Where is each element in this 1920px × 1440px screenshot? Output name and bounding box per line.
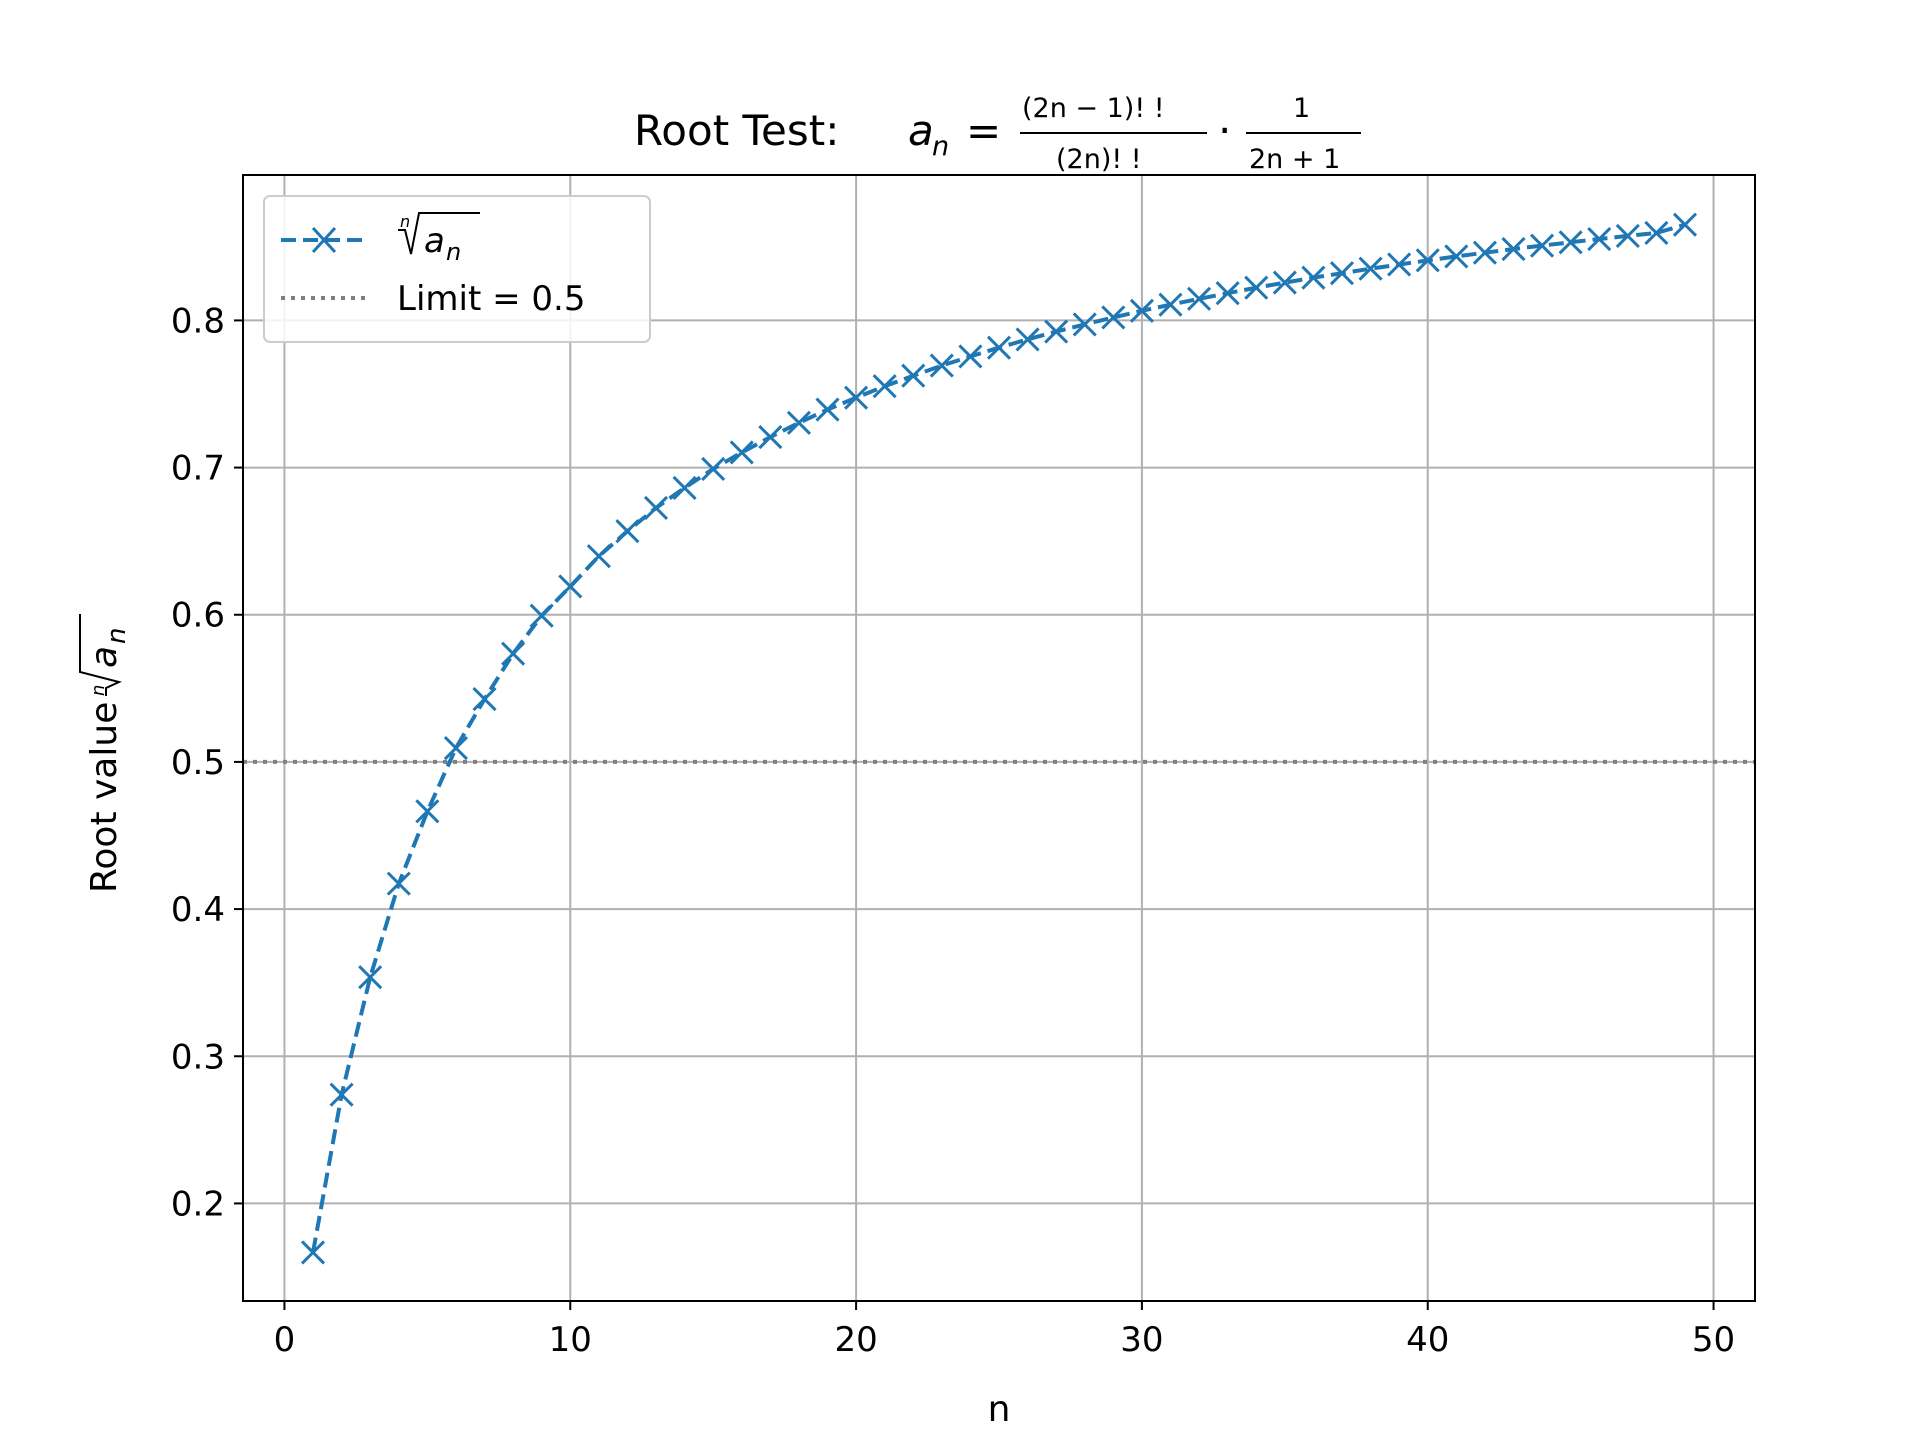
data-point-marker [1472, 240, 1497, 265]
data-point-marker [300, 1240, 326, 1265]
data-point-marker [986, 335, 1012, 360]
legend-series-root-index: n [400, 212, 410, 231]
legend-entry-series: n a n [281, 212, 480, 266]
data-point-marker [1187, 286, 1212, 311]
data-point-marker [901, 363, 926, 388]
data-point-marker [586, 544, 611, 569]
data-point-marker [615, 519, 640, 544]
data-point-marker [643, 495, 669, 520]
data-point-marker [1387, 252, 1412, 277]
title-frac1-numerator: (2n − 1)! ! [1022, 93, 1165, 124]
legend-series-radicand: a [424, 221, 445, 261]
data-point-marker [1444, 244, 1469, 269]
data-point-marker [1072, 312, 1097, 337]
data-point-marker [729, 440, 754, 465]
data-point-marker [1358, 256, 1383, 281]
y-axis-label: Root value n a n [79, 614, 132, 893]
y-tick-label: 0.4 [171, 890, 225, 930]
data-point-marker [786, 410, 811, 435]
title-dot: · [1218, 106, 1231, 155]
data-point-marker [701, 456, 726, 481]
legend-limit-label: Limit = 0.5 [397, 279, 585, 319]
title-equals: = [966, 106, 1001, 155]
x-tick-label: 40 [1406, 1320, 1449, 1360]
data-point-marker [1158, 292, 1183, 317]
legend-entry-limit: Limit = 0.5 [281, 279, 585, 319]
y-tick-label: 0.8 [171, 301, 225, 341]
data-point-marker [386, 871, 411, 896]
data-point-marker [1529, 233, 1555, 258]
data-point-marker [1301, 265, 1326, 290]
legend-series-marker-sample [311, 226, 337, 254]
axes-frame [242, 174, 1756, 1302]
y-axis-label-radical-sign [79, 614, 122, 696]
data-point-marker [958, 344, 983, 369]
title-lhs-symbol: a [908, 106, 934, 155]
data-point-marker [472, 687, 497, 712]
x-tick-label: 50 [1692, 1320, 1735, 1360]
title-lhs-subscript: n [932, 131, 949, 162]
data-point-marker [1615, 223, 1640, 248]
x-axis-ticks: 0 10 20 30 40 50 [274, 1301, 1735, 1360]
data-point-marker [529, 603, 554, 628]
legend: n a n Limit = 0.5 [263, 195, 651, 343]
data-point-marker [558, 574, 583, 599]
plot-area [243, 175, 1755, 1301]
title-frac2-denominator: 2n + 1 [1249, 144, 1340, 175]
y-axis-label-root-index: n [88, 685, 109, 696]
title-prefix: Root Test: [634, 106, 839, 155]
y-tick-label: 0.5 [171, 743, 225, 783]
data-point-marker [758, 425, 783, 450]
data-point-marker [929, 353, 954, 378]
data-point-marker [1587, 226, 1612, 252]
data-point-marker [1101, 305, 1126, 330]
data-point-marker [872, 374, 897, 399]
y-axis-label-radicand-subscript: n [102, 628, 132, 644]
legend-box [263, 195, 651, 343]
data-point-marker [1672, 212, 1698, 237]
data-point-marker [329, 1082, 354, 1107]
legend-series-radicand-subscript: n [446, 238, 461, 266]
data-point-marker [815, 397, 840, 422]
data-point-marker [1015, 327, 1040, 352]
y-axis-label-radicand: a [84, 646, 125, 668]
data-point-marker [1501, 236, 1526, 262]
x-tick-label: 10 [549, 1320, 592, 1360]
data-point-marker [1415, 248, 1440, 273]
data-point-marker [1329, 261, 1355, 286]
title-frac1-denominator: (2n)! ! [1056, 144, 1142, 175]
y-axis-ticks: 0.2 0.3 0.4 0.5 0.6 0.7 0.8 [171, 301, 243, 1224]
data-point-marker [672, 475, 697, 500]
data-point-marker [501, 641, 526, 666]
x-axis-label: n [988, 1389, 1011, 1430]
x-tick-label: 0 [274, 1320, 296, 1360]
data-point-marker [1044, 319, 1069, 344]
data-point-marker [443, 736, 468, 761]
y-tick-label: 0.3 [171, 1037, 225, 1077]
x-tick-label: 20 [834, 1320, 877, 1360]
series-layer [300, 212, 1698, 1265]
data-point-marker [1129, 298, 1154, 323]
y-tick-label: 0.6 [171, 596, 225, 636]
legend-series-radical-sign [398, 212, 480, 255]
data-point-marker [1215, 281, 1240, 306]
chart-title: Root Test: a n = (2n − 1)! ! (2n)! ! · 1… [634, 93, 1361, 175]
x-tick-label: 30 [1120, 1320, 1163, 1360]
data-point-marker [1558, 230, 1583, 255]
y-tick-label: 0.2 [171, 1184, 225, 1224]
y-axis-label-text: Root value [84, 702, 125, 893]
data-point-marker [1272, 270, 1297, 295]
data-point-marker [1644, 220, 1669, 246]
y-tick-label: 0.7 [171, 449, 225, 489]
data-point-marker [415, 799, 440, 824]
data-point-marker [1244, 275, 1269, 300]
data-point-marker [844, 385, 869, 410]
title-frac2-numerator: 1 [1293, 93, 1310, 124]
data-point-marker [358, 965, 383, 990]
